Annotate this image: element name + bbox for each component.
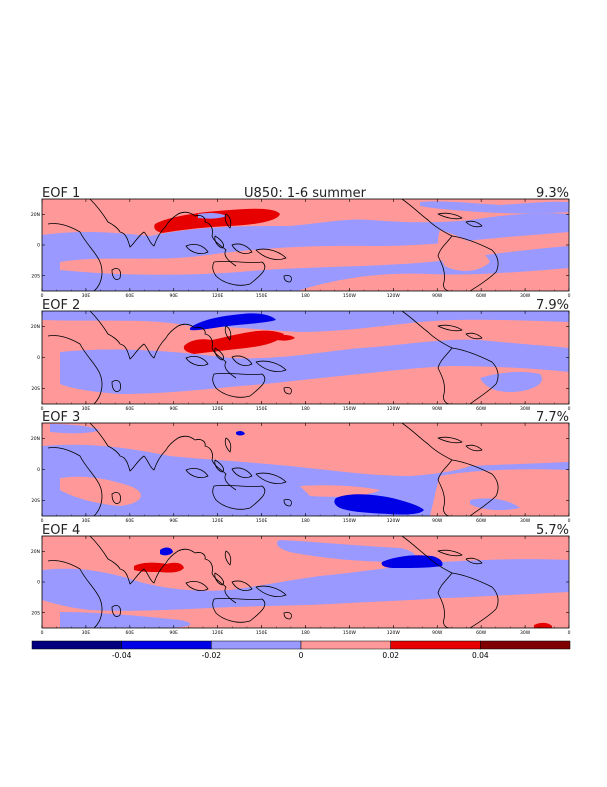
colorbar-label: -0.04 xyxy=(112,651,132,660)
figure-title: U850: 1-6 summer xyxy=(244,186,367,201)
colorbar-swatch xyxy=(121,640,212,650)
lon-tick-label: 0 xyxy=(41,406,44,412)
colorbar-swatch xyxy=(300,640,391,650)
lat-tick-label: 20N xyxy=(31,212,40,218)
lon-tick-label: 150W xyxy=(343,518,357,524)
colorbar-swatch xyxy=(390,640,481,650)
lon-tick-label: 60E xyxy=(126,630,135,636)
lon-tick-label: 0 xyxy=(568,518,571,524)
lon-tick-label: 60E xyxy=(126,406,135,412)
lon-tick-label: 30E xyxy=(82,518,91,524)
panel-3-variance: 7.7% xyxy=(536,410,569,425)
lon-tick-label: 90E xyxy=(169,406,178,412)
panel-4-variance: 5.7% xyxy=(536,523,569,538)
lon-tick-label: 180 xyxy=(301,406,310,412)
colorbar-label: 0.04 xyxy=(472,651,489,660)
colorbar-label: 0 xyxy=(299,651,304,660)
lon-tick-label: 120E xyxy=(212,630,224,636)
colorbar-swatch xyxy=(480,640,571,650)
lon-tick-label: 30E xyxy=(82,630,91,636)
lon-tick-label: 60E xyxy=(126,293,135,299)
lon-tick-label: 150E xyxy=(256,406,268,412)
colorbar: -0.04 -0.02 0 0.02 0.04 xyxy=(31,640,571,660)
lon-tick-label: 120E xyxy=(212,406,224,412)
lon-tick-label: 90E xyxy=(169,630,178,636)
lon-tick-label: 0 xyxy=(41,518,44,524)
lon-tick-label: 90W xyxy=(432,293,443,299)
lon-tick-label: 150W xyxy=(343,406,357,412)
colorbar-swatch xyxy=(211,640,302,650)
lon-tick-label: 120W xyxy=(387,630,401,636)
lon-tick-label: 150E xyxy=(256,293,268,299)
lon-tick-label: 60W xyxy=(476,293,487,299)
lat-tick-label: 20N xyxy=(31,436,40,442)
lon-tick-label: 30W xyxy=(520,406,531,412)
lat-tick-label: 20N xyxy=(31,324,40,330)
lon-tick-label: 120E xyxy=(212,518,224,524)
lon-tick-label: 150W xyxy=(343,630,357,636)
lon-tick-label: 30E xyxy=(82,406,91,412)
panel-2-variance: 7.9% xyxy=(536,298,569,313)
lat-tick-label: 0 xyxy=(37,467,40,473)
lon-tick-label: 0 xyxy=(568,630,571,636)
lon-tick-label: 30W xyxy=(520,630,531,636)
colorbar-label: 0.02 xyxy=(382,651,399,660)
lon-tick-label: 0 xyxy=(41,630,44,636)
lon-tick-label: 30W xyxy=(520,518,531,524)
eof-2-map xyxy=(41,310,570,405)
lon-tick-label: 60W xyxy=(476,630,487,636)
lat-tick-label: 20S xyxy=(31,273,40,279)
lon-tick-label: 60E xyxy=(126,518,135,524)
lon-tick-label: 90W xyxy=(432,518,443,524)
lon-tick-label: 120W xyxy=(387,293,401,299)
lat-tick-label: 20S xyxy=(31,498,40,504)
lat-tick-label: 20S xyxy=(31,610,40,616)
lon-tick-label: 0 xyxy=(41,293,44,299)
eof-1-map xyxy=(41,198,570,292)
eof-4-map xyxy=(41,535,570,629)
lon-tick-label: 60W xyxy=(476,406,487,412)
lon-tick-label: 90E xyxy=(169,518,178,524)
lon-tick-label: 120E xyxy=(212,293,224,299)
lon-tick-label: 120W xyxy=(387,406,401,412)
lon-tick-label: 90W xyxy=(432,406,443,412)
lon-tick-label: 150W xyxy=(343,293,357,299)
panel-1-variance: 9.3% xyxy=(536,186,569,201)
colorbar-swatch xyxy=(31,640,122,650)
lat-tick-label: 0 xyxy=(37,243,40,249)
axis-ticks: 0 30E 60E 90E 120E 150E 180 150W 120W 90W 60W 30W 0 2… xyxy=(31,199,571,636)
lon-tick-label: 30W xyxy=(520,293,531,299)
lon-tick-label: 180 xyxy=(301,630,310,636)
lat-tick-label: 20S xyxy=(31,386,40,392)
lon-tick-label: 60W xyxy=(476,518,487,524)
lon-tick-label: 90E xyxy=(169,293,178,299)
panel-4-label: EOF 4 xyxy=(42,523,80,538)
panel-3-label: EOF 3 xyxy=(42,410,80,425)
colorbar-label: -0.02 xyxy=(202,651,222,660)
lon-tick-label: 180 xyxy=(301,293,310,299)
lon-tick-label: 180 xyxy=(301,518,310,524)
lon-tick-label: 120W xyxy=(387,518,401,524)
lon-tick-label: 0 xyxy=(568,406,571,412)
lon-tick-label: 150E xyxy=(256,518,268,524)
lon-tick-label: 0 xyxy=(568,293,571,299)
lat-tick-label: 0 xyxy=(37,355,40,361)
panel-1-label: EOF 1 xyxy=(42,186,80,201)
lon-tick-label: 30E xyxy=(82,293,91,299)
lon-tick-label: 90W xyxy=(432,630,443,636)
lat-tick-label: 20N xyxy=(31,549,40,555)
panel-2-label: EOF 2 xyxy=(42,298,80,313)
lat-tick-label: 0 xyxy=(37,580,40,586)
lon-tick-label: 150E xyxy=(256,630,268,636)
eof-3-map xyxy=(41,422,570,517)
